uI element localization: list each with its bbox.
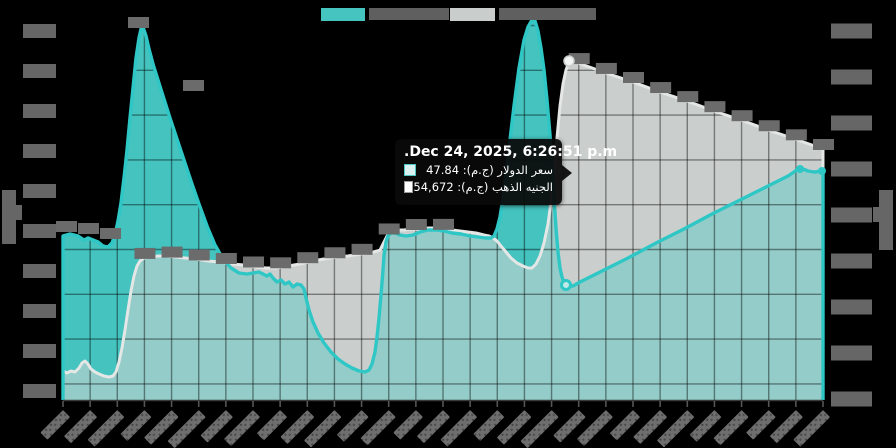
tooltip-gold-value: الجنيه الذهب (ج.م): 54,672 [413, 180, 553, 194]
tooltip-date: .Dec 24, 2025, 6:26:51 p.m [404, 144, 618, 160]
dollar-highlight-marker [560, 279, 572, 291]
gold-highlight-marker [563, 55, 575, 67]
dollar-series-swatch [321, 7, 365, 21]
gold-line [61, 59, 825, 400]
left-axis-labels-redacted [23, 24, 56, 398]
x-axis-labels-redacted [40, 410, 830, 448]
chart-tooltip: .Dec 24, 2025, 6:26:51 p.m سعر الدولار (… [395, 139, 618, 205]
tooltip-dollar-swatch [404, 164, 416, 176]
tooltip-row-dollar: سعر الدولار (ج.م): 47.84 [404, 163, 553, 177]
tooltip-dollar-value: سعر الدولار (ج.م): 47.84 [426, 163, 553, 177]
legend-item-dollar[interactable] [321, 7, 449, 21]
dollar-series-label-redacted [369, 8, 449, 20]
legend-item-gold[interactable] [450, 7, 596, 21]
gold-series-swatch [450, 7, 495, 21]
right-axis-title-redacted [873, 190, 893, 250]
dollar-end-marker [818, 167, 826, 175]
dollar-line [61, 18, 825, 400]
tooltip-pointer-arrow [562, 165, 572, 181]
gridlines [62, 24, 824, 400]
overlap-area-fill [63, 169, 823, 400]
dollar-end-marker [796, 165, 804, 173]
x-axis-ticks [62, 399, 824, 407]
gold-series-label-redacted [499, 8, 596, 20]
right-axis-labels-redacted [831, 23, 872, 407]
tooltip-row-gold: الجنيه الذهب (ج.م): 54,672 [404, 180, 553, 194]
left-axis-title-redacted [2, 190, 22, 244]
tooltip-gold-swatch [404, 181, 414, 193]
redacted-point-labels [56, 17, 834, 269]
